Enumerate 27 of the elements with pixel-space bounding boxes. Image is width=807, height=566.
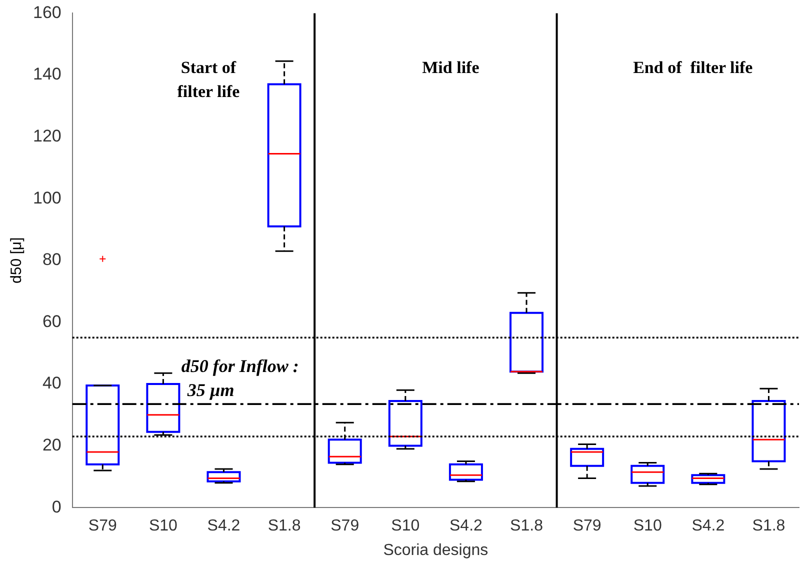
y-tick-label: 20 <box>42 435 62 454</box>
y-tick-label: 80 <box>42 250 62 270</box>
y-tick-label: 40 <box>42 374 62 393</box>
annotation: Mid life <box>422 58 480 77</box>
x-tick-label: S10 <box>391 518 420 535</box>
x-tick-label: S1.8 <box>268 518 301 535</box>
x-tick-label: S79 <box>572 518 602 535</box>
x-tick-label: S79 <box>330 518 360 535</box>
annotation: Start of filter life <box>177 58 240 101</box>
x-tick-label: S79 <box>88 518 117 535</box>
x-tick-label: S4.2 <box>449 518 483 535</box>
y-tick-label: 140 <box>32 64 62 84</box>
x-tick-label: S10 <box>633 518 662 535</box>
x-tick-label: S1.8 <box>510 518 544 535</box>
x-tick-label: S4.2 <box>207 518 240 535</box>
y-tick-label: 0 <box>52 497 62 516</box>
y-axis-title: d50 [μ] <box>8 237 26 284</box>
annotation: End of filter life <box>633 58 754 77</box>
y-tick-label: 160 <box>32 2 62 22</box>
y-tick-label: 120 <box>32 126 62 146</box>
y-tick-label: 100 <box>32 188 62 208</box>
x-tick-label: S4.2 <box>692 518 725 535</box>
x-axis-title: Scoria designs <box>383 542 488 559</box>
x-tick-label: S10 <box>148 518 178 535</box>
y-tick-label: 60 <box>42 312 62 331</box>
x-tick-label: S1.8 <box>752 518 786 535</box>
annotation: d50 for Inflow : 35 µm <box>181 356 299 400</box>
